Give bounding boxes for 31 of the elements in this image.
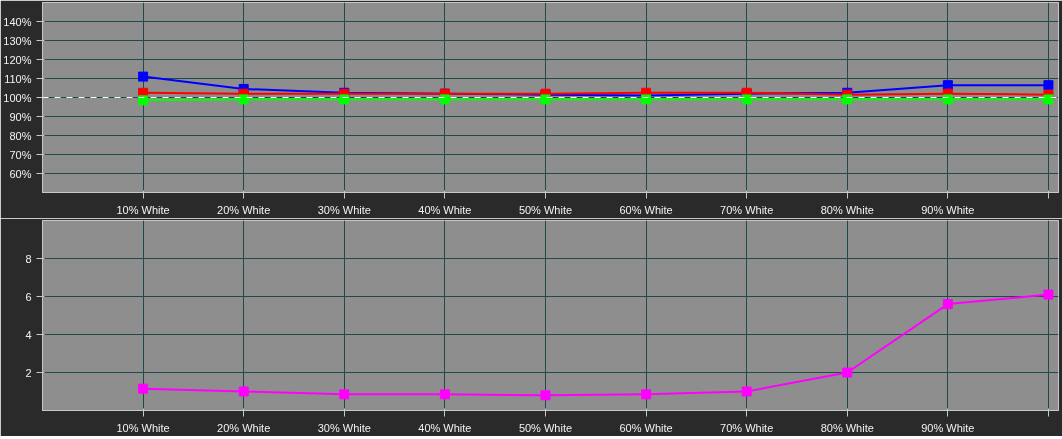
x-tick-label: 80% White <box>820 203 874 216</box>
x-tick-label: 50% White <box>518 421 573 434</box>
x-tick-label: 80% White <box>820 421 874 434</box>
y-tick-label: 140% <box>3 15 32 28</box>
y-tick-label: 90% <box>9 110 32 123</box>
y-tick-label: 2 <box>25 366 32 379</box>
x-tick-label: 30% White <box>317 421 371 434</box>
y-tick-label: 80% <box>9 129 32 142</box>
y-tick-label: 130% <box>3 34 32 47</box>
x-tick-label: 70% White <box>720 421 774 434</box>
x-tick-label: 60% White <box>619 203 673 216</box>
y-tick-label: 70% <box>9 148 32 161</box>
y-tick-label: 60% <box>9 167 32 180</box>
x-tick-label: 30% White <box>317 203 371 216</box>
x-tick-label: 90% White <box>921 203 975 216</box>
y-tick-label: 8 <box>25 252 32 265</box>
y-tick-label: 6 <box>25 290 32 303</box>
x-tick-label: 20% White <box>217 203 271 216</box>
x-tick-label: 40% White <box>418 203 472 216</box>
y-tick-label: 100% <box>3 91 32 104</box>
x-tick-label: 50% White <box>518 203 573 216</box>
y-tick-label: 120% <box>3 53 32 66</box>
x-tick-label: 10% White <box>116 203 170 216</box>
y-tick-label: 110% <box>4 72 32 85</box>
y-tick-label: 4 <box>25 328 32 341</box>
x-tick-label: 20% White <box>217 421 271 434</box>
x-tick-label: 60% White <box>619 421 673 434</box>
x-tick-label: 70% White <box>720 203 774 216</box>
x-tick-label: 90% White <box>921 421 975 434</box>
x-tick-label: 40% White <box>418 421 472 434</box>
x-tick-label: 10% White <box>116 421 170 434</box>
